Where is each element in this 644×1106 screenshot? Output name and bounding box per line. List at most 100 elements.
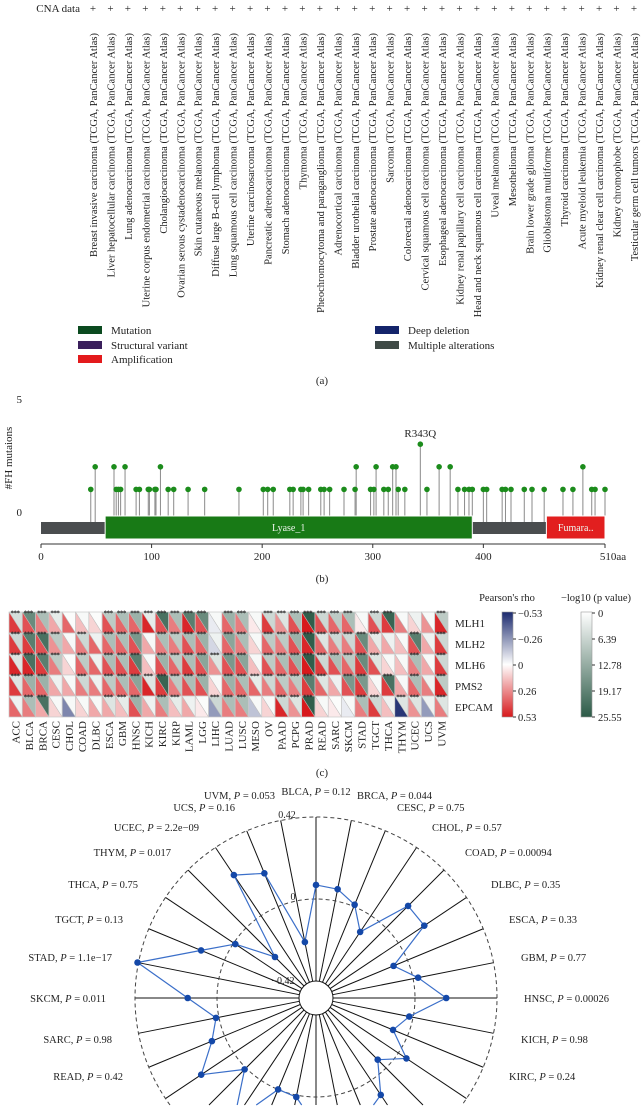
cell-diagonal [381, 632, 396, 655]
correlation-line [137, 872, 447, 1106]
heatmap-cell-mlh2-ov: *** [261, 631, 276, 655]
cna-data-marker: + [90, 3, 96, 15]
point-blca [312, 881, 320, 889]
mutation-point [300, 486, 306, 493]
heatmap-cell-epcam-sarc [327, 695, 342, 718]
column-label-kich: KICH [144, 721, 156, 748]
mutation-point [461, 486, 468, 493]
heatmap-cell-mlh1-lgg: *** [194, 610, 209, 634]
significance-mark: *** [303, 610, 313, 618]
legend-label: Multiple alterations [408, 340, 494, 352]
cell-diagonal [434, 611, 449, 634]
significance-mark: *** [50, 652, 60, 660]
cell-diagonal [314, 632, 329, 655]
cell-diagonal [8, 674, 23, 697]
row-label-mlh2: MLH2 [455, 639, 485, 651]
point-read [208, 1037, 216, 1045]
heatmap-cell-mlh2-meso [248, 632, 263, 655]
point-kirp [403, 1055, 410, 1062]
cell-diagonal [88, 611, 103, 634]
ring-label: −0.42 [271, 976, 294, 987]
heatmap-cell-pms2-lusc: *** [234, 673, 249, 697]
spoke-ucs [246, 830, 310, 983]
study-label: Kidney renal clear cell carcinoma (TCGA,… [595, 32, 606, 287]
heatmap-cell-pms2-lgg: *** [194, 673, 209, 697]
cell-diagonal [434, 695, 449, 718]
radar-label: TGCT, P = 0.13 [55, 915, 123, 926]
significance-mark: *** [356, 694, 366, 702]
significance-mark: *** [77, 673, 87, 681]
significance-mark: *** [237, 610, 247, 618]
cell-diagonal [341, 674, 356, 697]
heatmap-cell-epcam-ov [261, 695, 276, 718]
cna-data-marker: + [125, 3, 131, 15]
cell-diagonal [61, 611, 76, 634]
cell-diagonal [367, 611, 382, 634]
heatmap-cell-mlh2-lgg: *** [194, 631, 209, 655]
significance-mark: *** [277, 610, 287, 618]
heatmap-cell-mlh2-paad: *** [274, 631, 289, 655]
cna-data-marker: + [491, 3, 497, 15]
point-stad [134, 959, 141, 966]
heatmap-cell-mlh2-ucec: *** [407, 631, 422, 655]
cell-diagonal [48, 611, 63, 634]
heatmap-cell-epcam-acc [8, 695, 23, 718]
significance-mark: *** [277, 694, 287, 702]
heatmap-cell-mlh6-pcpg: *** [288, 652, 303, 676]
significance-mark: *** [383, 610, 393, 618]
significance-mark: *** [170, 631, 180, 639]
significance-mark: *** [117, 673, 127, 681]
point-coad [404, 902, 412, 910]
radar-label: DLBC, P = 0.35 [491, 880, 560, 891]
cna-data-marker: + [456, 3, 462, 15]
significance-mark: *** [24, 631, 34, 639]
cell-diagonal [8, 611, 23, 634]
panel-a-oncoprint: CNA data + + + + + + + + + + + + + + + + + + + + + + + + + + + + + + +… [36, 3, 641, 387]
heatmap-cell-pms2-skcm: *** [341, 673, 356, 697]
heatmap-cell-mlh1-ov: *** [261, 610, 276, 634]
cell-diagonal [407, 653, 422, 676]
heatmap-cell-pms2-sarc [327, 674, 342, 697]
heatmap-cell-epcam-meso [248, 695, 263, 718]
cell-diagonal [367, 653, 382, 676]
significance-mark: *** [24, 673, 34, 681]
cell-diagonal [328, 653, 342, 676]
significance-mark: *** [37, 673, 47, 681]
column-label-gbm: GBM [117, 721, 129, 746]
cell-diagonal [48, 674, 63, 697]
significance-mark: *** [223, 631, 233, 639]
heatmap-cell-mlh2-esca: *** [101, 631, 116, 655]
x-tick-label: 100 [143, 551, 160, 563]
cell-diagonal [35, 632, 50, 655]
heatmap-cell-mlh6-kirp: *** [168, 652, 183, 676]
heatmap-cell-mlh2-prad: *** [301, 631, 316, 655]
heatmap-cell-pms2-prad: *** [301, 673, 316, 697]
column-label-sarc: SARC [330, 721, 342, 750]
cell-diagonal [301, 674, 316, 697]
heatmap-cell-mlh1-read: *** [314, 610, 329, 634]
cell-diagonal [22, 653, 36, 676]
cell-diagonal [301, 653, 316, 676]
cell-diagonal [301, 611, 316, 634]
cell-diagonal [274, 611, 289, 634]
cna-data-marker: + [352, 3, 358, 15]
heatmap-cell-mlh6-chol [61, 653, 76, 676]
significance-mark: *** [11, 673, 21, 681]
heatmap-cell-pms2-esca: *** [101, 673, 116, 697]
study-label: Uveal melanoma (TCGA, PanCancer Atlas) [490, 33, 501, 218]
row-label-mlh1: MLH1 [455, 618, 485, 630]
significance-mark: *** [210, 652, 220, 660]
radar-label: GBM, P = 0.77 [521, 953, 586, 964]
cell-diagonal [141, 632, 156, 655]
x-tick-label: 0 [38, 551, 44, 563]
cell-diagonal [128, 611, 143, 634]
heatmap-cell-mlh6-ucec: *** [407, 652, 422, 676]
heatmap-cell-pms2-gbm: *** [115, 673, 130, 697]
radar-label: KICH, P = 0.98 [521, 1035, 588, 1046]
heatmap-cell-epcam-stad: *** [354, 694, 369, 718]
heatmap-cell-epcam-ucec: *** [407, 694, 422, 718]
cna-data-marker: + [526, 3, 532, 15]
heatmap-cell-epcam-kirc: *** [154, 694, 169, 718]
heatmap-cell-mlh1-lusc: *** [234, 610, 249, 634]
radar-label: THYM, P = 0.017 [94, 848, 171, 859]
